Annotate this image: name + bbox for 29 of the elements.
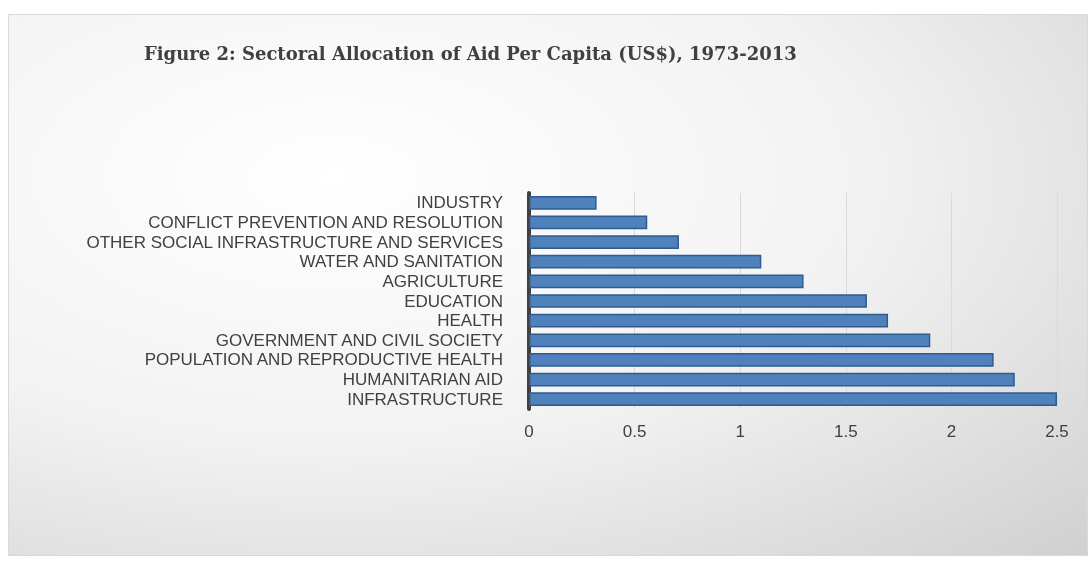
bar [529, 215, 648, 230]
x-tick-label: 0 [524, 422, 534, 441]
chart-title: Figure 2: Sectoral Allocation of Aid Per Capita (US$), 1973-2013 [144, 42, 797, 64]
y-tick-label: HEALTH [437, 311, 503, 331]
y-tick-label: OTHER SOCIAL INFRASTRUCTURE AND SERVICES [86, 232, 503, 252]
bar [529, 195, 597, 210]
bar [529, 294, 867, 308]
bar [529, 254, 762, 269]
y-tick-label: INDUSTRY [416, 193, 503, 213]
bar [529, 372, 1015, 387]
y-tick-label: POPULATION AND REPRODUCTIVE HEALTH [144, 350, 503, 370]
x-tick-label: 1 [735, 422, 745, 441]
y-tick-label: EDUCATION [404, 291, 503, 311]
y-tick-label: GOVERNMENT AND CIVIL SOCIETY [215, 330, 503, 350]
y-tick-label: INFRASTRUCTURE [347, 389, 503, 409]
x-tick-label: 2.5 [1045, 422, 1069, 441]
bar [529, 333, 931, 348]
x-tick-label: 1.5 [833, 422, 858, 441]
bar [529, 353, 994, 367]
bar [529, 392, 1057, 407]
x-tick-label: 0.5 [622, 422, 647, 441]
y-tick-label: HUMANITARIAN AID [342, 370, 503, 390]
bar [529, 235, 679, 249]
y-tick-label: CONFLICT PREVENTION AND RESOLUTION [148, 212, 503, 232]
x-tick-label: 2 [946, 422, 957, 441]
bar [529, 274, 804, 289]
bar [529, 313, 889, 328]
y-tick-label: AGRICULTURE [382, 271, 503, 291]
y-tick-label: WATER AND SANITATION [299, 252, 503, 272]
